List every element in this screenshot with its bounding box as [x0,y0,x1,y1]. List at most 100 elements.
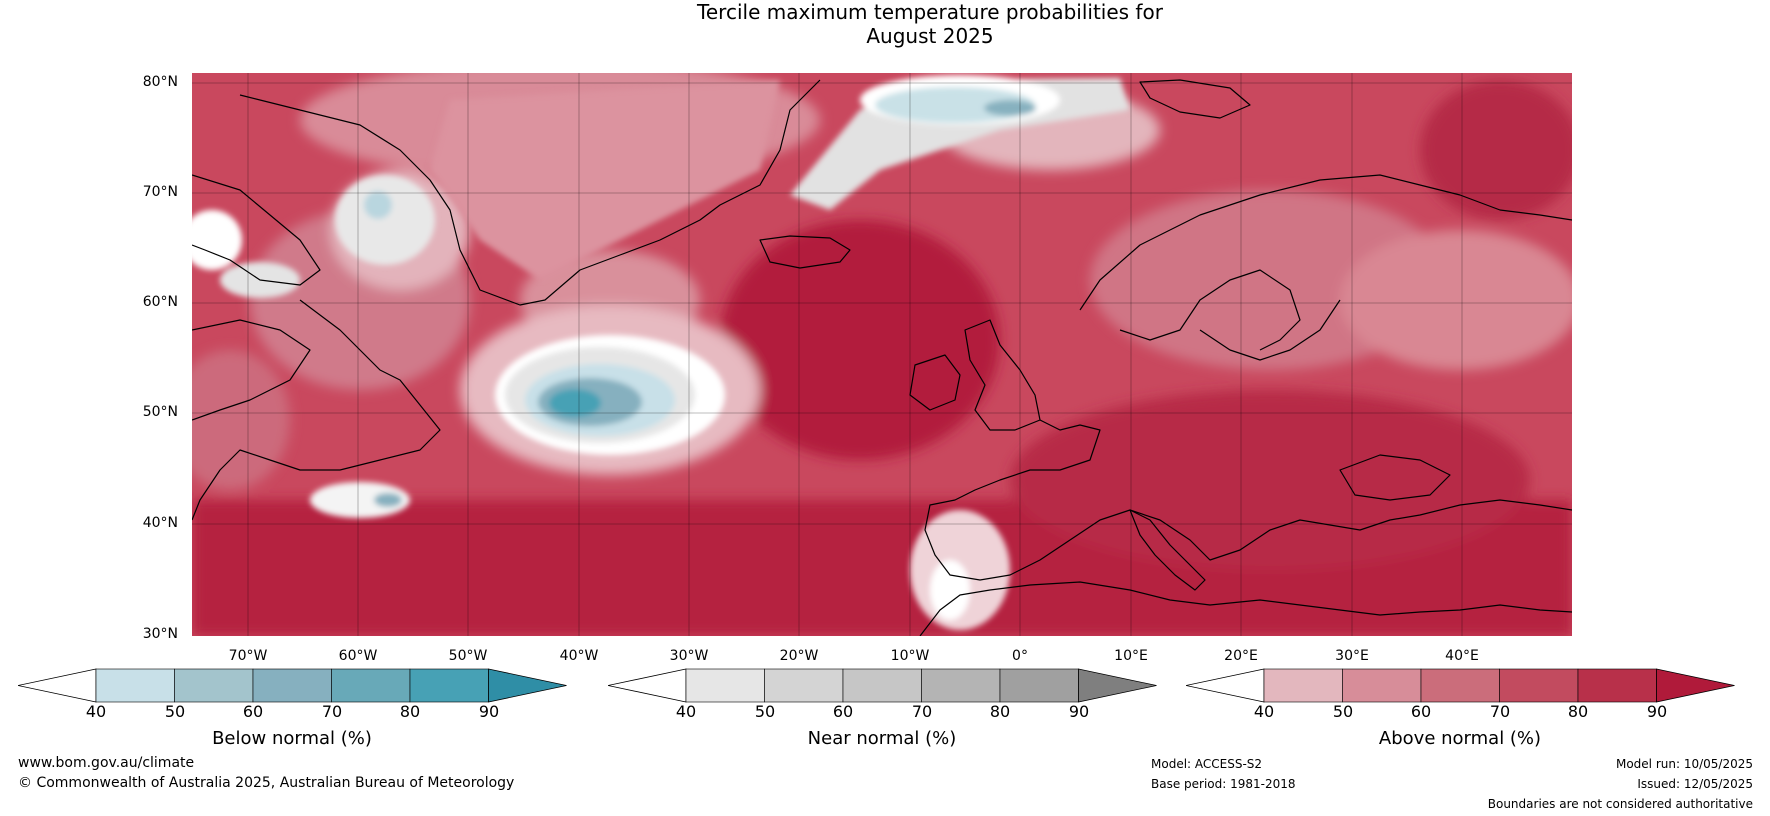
lon-label-20w: 20°W [779,648,819,664]
italy-coast [1129,509,1206,591]
colorbar-above-swatch [1420,668,1500,703]
colorbar-above-swatch [1577,668,1657,703]
colorbar-below-swatches [17,668,567,703]
deep-red-east [1420,80,1572,220]
colorbar-above-extend-high [1656,668,1735,703]
tick-near-90: 90 [1068,702,1090,721]
colorbar-below-swatch [252,668,332,703]
lat-label-70: 70°N [142,184,178,200]
greenland-coast [239,79,821,306]
lat-label-60: 60°N [142,294,178,310]
footer-base-period: Base period: 1981-2018 [1151,777,1296,791]
tick-near-80: 80 [989,702,1011,721]
colorbar-near-swatch [921,668,1001,703]
footer-url: www.bom.gov.au/climate [18,755,195,771]
colorbar-near-swatch [842,668,922,703]
colorbar-above-title: Above normal (%) [1378,728,1542,749]
colorbar-near [607,668,1158,708]
teal-dark-anomaly [549,389,601,417]
colorbar-below-swatch [95,668,175,703]
colorbar-near-extend-low [607,668,687,703]
lon-label-40e: 40°E [1445,648,1479,664]
tick-above-80: 80 [1567,702,1589,721]
lon-label-30e: 30°E [1335,648,1369,664]
footer-disclaimer: Boundaries are not considered authoritat… [1487,797,1753,811]
tick-near-40: 40 [675,702,697,721]
tick-above-90: 90 [1646,702,1668,721]
colorbar-near-swatch [764,668,844,703]
black-sea-coast [1339,454,1451,501]
ireland-coast [909,354,961,411]
colorbar-above-swatch [1263,668,1343,703]
footer-model-run: Model run: 10/05/2025 [1615,757,1753,771]
nova-scotia-white [310,482,410,518]
tick-near-60: 60 [832,702,854,721]
tick-below-40: 40 [85,702,107,721]
greenland-pink [430,80,780,280]
footer-model: Model: ACCESS-S2 [1151,757,1263,771]
labrador-coast [192,299,441,521]
colorbar-below-extend-high [488,668,567,703]
colorbar-near-swatch [999,668,1079,703]
lat-label-80: 80°N [142,74,178,90]
colorbar-below [17,668,568,708]
tick-below-90: 90 [478,702,500,721]
africa-coast [919,581,1572,636]
tick-above-50: 50 [1332,702,1354,721]
svalbard-coast [1139,79,1251,119]
colorbar-below-swatch [409,668,489,703]
colorbar-above-swatch [1342,668,1422,703]
canada-white [192,210,242,270]
colorbar-above-extend-low [1185,668,1265,703]
europe-coast [924,419,1572,581]
sweden-coast [1119,269,1301,351]
tick-below-50: 50 [164,702,186,721]
deep-red-europe [1010,390,1530,570]
baffin-coast [192,174,321,286]
tick-below-80: 80 [399,702,421,721]
hudson-coast [192,319,311,421]
greenland-sea-teal-dark [984,100,1036,116]
title-line-1: Tercile maximum temperature probabilitie… [697,0,1163,24]
baffin-teal [364,191,392,219]
lon-label-70w: 70°W [228,648,268,664]
tick-below-70: 70 [321,702,343,721]
norway-coast [1079,174,1572,311]
nova-scotia-teal [374,493,402,507]
lon-label-10w: 10°W [890,648,930,664]
iceland-coast [759,235,851,269]
gibraltar-white [930,560,970,620]
tick-above-70: 70 [1489,702,1511,721]
colorbar-above-swatches [1185,668,1735,703]
lon-label-40w: 40°W [559,648,599,664]
lon-label-50w: 50°W [448,648,488,664]
colorbar-near-swatch [685,668,765,703]
colorbar-near-title: Near normal (%) [807,728,957,749]
lon-label-30w: 30°W [669,648,709,664]
lat-label-50: 50°N [142,404,178,420]
tick-below-60: 60 [242,702,264,721]
colorbar-above [1185,668,1736,708]
uk-coast [964,319,1041,431]
baffin-grey [335,175,435,265]
tick-above-40: 40 [1253,702,1275,721]
colorbar-below-swatch [174,668,254,703]
lat-label-40: 40°N [142,515,178,531]
lon-label-0: 0° [1012,648,1028,664]
title-line-2: August 2025 [866,24,994,48]
pink-canada [192,350,290,490]
pink-east [1340,230,1572,370]
tick-above-60: 60 [1410,702,1432,721]
colorbar-near-extend-high [1078,668,1157,703]
tick-near-70: 70 [911,702,933,721]
lon-label-60w: 60°W [338,648,378,664]
footer-copyright: © Commonwealth of Australia 2025, Austra… [18,775,515,791]
colorbar-below-swatch [331,668,411,703]
baltic-coast [1199,299,1341,361]
lat-label-30: 30°N [142,626,178,642]
lon-label-10e: 10°E [1114,648,1148,664]
colorbar-above-swatch [1499,668,1579,703]
tick-near-50: 50 [754,702,776,721]
